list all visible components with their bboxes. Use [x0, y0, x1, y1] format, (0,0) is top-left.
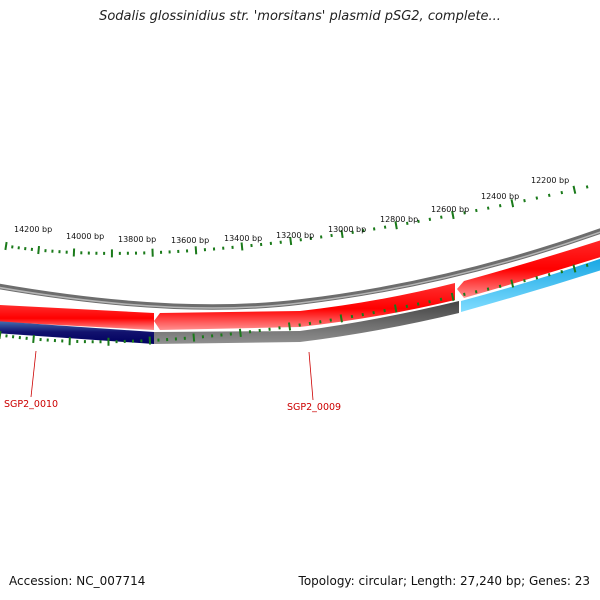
major-tick: [194, 246, 198, 255]
minor-tick: [405, 304, 409, 308]
minor-tick: [486, 287, 490, 291]
minor-tick: [585, 263, 589, 267]
scale-label: 12800 bp: [380, 215, 418, 224]
minor-tick: [486, 206, 490, 210]
minor-tick: [406, 221, 409, 226]
minor-tick: [417, 219, 420, 224]
scale-ticks-inner: [0, 263, 589, 346]
minor-tick: [440, 215, 443, 219]
major-tick: [394, 221, 398, 230]
minor-tick: [560, 269, 564, 274]
gene-label-sgp2-0010[interactable]: SGP2_0010: [4, 350, 58, 410]
minor-tick: [463, 292, 466, 297]
major-tick: [572, 185, 577, 194]
forward-cds-right[interactable]: [457, 234, 600, 298]
major-tick: [572, 264, 577, 273]
topology-summary: Topology: circular; Length: 27,240 bp; G…: [298, 574, 590, 588]
major-tick: [37, 245, 41, 255]
reverse-cds-sgp2-0010[interactable]: [0, 320, 154, 344]
minor-tick: [383, 308, 386, 313]
major-tick: [32, 334, 35, 344]
scale-label: 13200 bp: [276, 231, 314, 240]
minor-tick: [428, 217, 432, 221]
leader-line: [30, 350, 37, 398]
forward-cds-track: [0, 234, 600, 330]
backbone-track: [0, 228, 600, 310]
scale-label: 12200 bp: [531, 176, 569, 185]
minor-tick: [535, 196, 539, 200]
scale-label: 14200 bp: [14, 225, 52, 234]
minor-tick: [463, 211, 466, 215]
gene-label-text: SGP2_0010: [4, 399, 58, 410]
forward-cds-middle[interactable]: [154, 283, 455, 330]
major-tick: [451, 210, 455, 220]
minor-tick: [428, 300, 431, 304]
major-tick: [287, 322, 292, 331]
minor-tick: [585, 185, 589, 189]
leader-line: [308, 351, 314, 401]
major-tick: [4, 241, 8, 251]
gene-label-sgp2-0009[interactable]: SGP2_0009: [287, 351, 341, 413]
scale-label: 13800 bp: [118, 235, 156, 244]
forward-cds-left[interactable]: [0, 304, 154, 330]
minor-tick: [439, 297, 443, 302]
major-tick: [192, 333, 196, 342]
accession-text: Accession: NC_007714: [9, 574, 146, 588]
minor-tick: [498, 204, 502, 208]
scale-label: 12600 bp: [431, 205, 469, 214]
scale-label: 12400 bp: [481, 192, 519, 201]
minor-tick: [523, 278, 526, 283]
major-tick: [240, 242, 244, 251]
major-tick: [450, 292, 455, 302]
scale-label: 13400 bp: [224, 234, 262, 243]
minor-tick: [416, 302, 420, 306]
gene-label-text: SGP2_0009: [287, 402, 341, 413]
minor-tick: [547, 273, 551, 277]
scale-label: 14000 bp: [66, 232, 104, 241]
scale-label: 13600 bp: [171, 236, 209, 245]
minor-tick: [475, 208, 478, 213]
backbone-line-inner: [0, 231, 600, 309]
reverse-cds-blue[interactable]: [461, 252, 600, 312]
major-tick: [238, 328, 242, 337]
major-tick: [0, 330, 2, 340]
minor-tick: [560, 190, 564, 195]
major-tick: [393, 304, 398, 313]
backbone-line-outer: [0, 228, 600, 310]
scale-labels: 14200 bp 14000 bp 13800 bp 13600 bp 1340…: [14, 176, 569, 245]
major-tick: [510, 279, 515, 288]
minor-tick: [523, 198, 526, 203]
minor-tick: [498, 284, 502, 289]
scale-ticks-outer: [4, 185, 589, 258]
minor-tick: [535, 276, 539, 280]
minor-tick: [372, 310, 375, 315]
minor-tick: [361, 312, 364, 317]
map-title: Sodalis glossinidius str. 'morsitans' pl…: [99, 9, 501, 24]
minor-tick: [547, 193, 551, 198]
major-tick: [340, 229, 344, 239]
scale-label: 13000 bp: [328, 225, 366, 234]
major-tick: [289, 236, 293, 246]
minor-tick: [350, 314, 354, 319]
minor-tick: [474, 290, 478, 294]
major-tick: [510, 199, 515, 208]
major-tick: [339, 314, 343, 323]
